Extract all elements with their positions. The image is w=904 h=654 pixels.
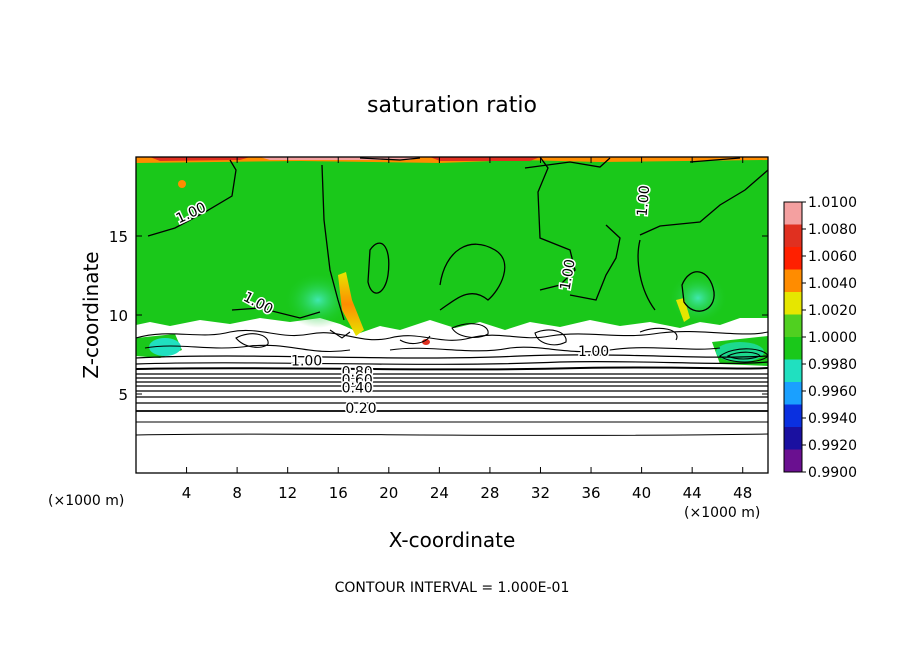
colorbar-swatch (784, 427, 802, 450)
chart-title: saturation ratio (367, 93, 537, 118)
colorbar-swatch (784, 202, 802, 225)
cyan-spot (284, 272, 352, 328)
colorbar-swatch (784, 404, 802, 428)
upper-contours (147, 157, 768, 321)
contour-label: 1.00 (291, 354, 322, 370)
contour-label: 1.00 (635, 185, 654, 217)
contour-label: 0.60 (342, 373, 373, 389)
x-unit-label: (×1000 m) (684, 505, 760, 521)
colorbar-swatch (784, 449, 802, 473)
colorbar-label: 1.0000 (808, 330, 857, 346)
x-tick-label: 16 (329, 484, 348, 502)
colorbar-swatch (784, 314, 802, 338)
x-axis-label: X-coordinate (389, 528, 516, 552)
warm-streak (338, 272, 364, 336)
cyan-spot (149, 338, 181, 356)
warm-streak (676, 298, 690, 322)
colorbar-swatch (784, 337, 802, 360)
contour-label: 0.80 (342, 365, 373, 381)
y-axis-label: Z-coordinate (79, 251, 103, 378)
warm-dot (422, 339, 430, 345)
colorbar-label: 1.0020 (808, 303, 857, 319)
cyan-spot (668, 272, 728, 324)
colorbar-label: 1.0080 (808, 222, 857, 238)
colorbar-swatch (784, 292, 802, 315)
x-tick-label: 48 (733, 484, 752, 502)
x-tick-label: 36 (581, 484, 600, 502)
plot-area (136, 157, 768, 473)
x-tick-label: 20 (379, 484, 398, 502)
x-tick-label: 28 (480, 484, 499, 502)
y-tick-label: 15 (109, 228, 128, 246)
colorbar-label: 0.9980 (808, 357, 857, 373)
colorbar-label: 1.0060 (808, 249, 857, 265)
colorbar-swatch (784, 224, 802, 248)
colorbar-swatch (784, 359, 802, 383)
mid-contours (136, 323, 768, 363)
x-tick-label: 12 (278, 484, 297, 502)
warm-dot (178, 180, 186, 188)
contour-label: 0.40 (342, 380, 373, 396)
x-tick-label: 44 (683, 484, 702, 502)
top-band-red (150, 157, 540, 161)
x-axis-ticks: 4 8 12 16 20 24 28 32 36 40 44 48 (182, 157, 752, 502)
x-tick-label: 32 (531, 484, 550, 502)
colorbar-label: 0.9920 (808, 438, 857, 454)
x-tick-label: 24 (430, 484, 449, 502)
lower-contours (136, 354, 768, 436)
colorbar-label: 0.9960 (808, 384, 857, 400)
colorbar-label: 1.0040 (808, 276, 857, 292)
colorbar-label: 0.9940 (808, 411, 857, 427)
x-tick-label: 8 (232, 484, 242, 502)
colorbar-swatch (784, 269, 802, 293)
y-axis-ticks: 5 10 15 (109, 228, 768, 404)
contour-label: 0.20 (345, 401, 376, 417)
x-tick-label: 4 (182, 484, 192, 502)
colorbar-swatch (784, 382, 802, 405)
y-tick-label: 5 (118, 386, 128, 404)
x-tick-label: 40 (632, 484, 651, 502)
contour-interval: CONTOUR INTERVAL = 1.000E-01 (335, 580, 570, 596)
colorbar-label: 1.0100 (808, 195, 857, 211)
y-tick-label: 10 (109, 307, 128, 325)
colorbar: 1.0100 1.0080 1.0060 1.0040 1.0020 1.0000 0.99… (783, 195, 857, 481)
colorbar-label: 0.9900 (808, 465, 857, 481)
contour-label: 1.00 (578, 344, 609, 360)
z-unit-label: (×1000 m) (48, 493, 124, 509)
colorbar-swatch (784, 247, 802, 270)
